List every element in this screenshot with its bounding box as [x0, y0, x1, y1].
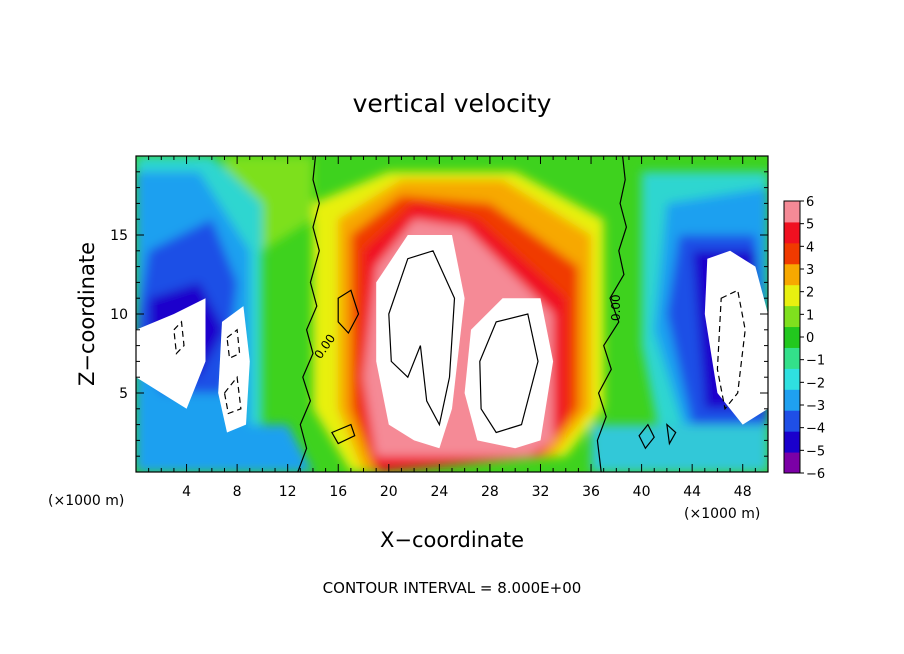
- colorbar-swatch: [784, 305, 800, 328]
- heatmap-field: [136, 156, 768, 472]
- colorbar-tick-label: 5: [806, 218, 814, 233]
- zero-contour-line: [638, 423, 655, 450]
- colorbar-swatch: [784, 368, 800, 390]
- x-tick-label: 8: [233, 484, 242, 500]
- zero-contour-line: [297, 156, 320, 472]
- colorbar-tick-label: −5: [806, 444, 825, 459]
- colorbar-swatch: [784, 201, 800, 223]
- x-tick-label: 12: [279, 484, 297, 500]
- x-tick-label: 32: [532, 484, 550, 500]
- saturated-core: [376, 235, 465, 449]
- x-tick-label: 28: [481, 484, 499, 500]
- colorbar-tick-label: 6: [806, 195, 814, 210]
- colorbar-swatch: [784, 431, 800, 453]
- x-tick-label: 36: [582, 484, 600, 500]
- zero-contour-line: [331, 423, 356, 445]
- x-tick-label: 16: [329, 484, 347, 500]
- colorbar-swatch: [784, 242, 800, 265]
- colorbar-swatch: [784, 326, 800, 348]
- contour-lines: 0.000.00: [173, 156, 746, 472]
- x-tick-label: 24: [430, 484, 448, 500]
- y-axis-label: Z−coordinate: [75, 242, 99, 386]
- saturated-core: [136, 298, 206, 409]
- colorbar-tick-label: 3: [806, 263, 814, 278]
- colorbar-tick-label: 4: [806, 240, 814, 255]
- negative-contour-line: [226, 328, 241, 360]
- x-left-unit: (×1000 m): [48, 493, 124, 509]
- colorbar-swatch: [784, 263, 800, 286]
- saturated-core: [464, 298, 554, 449]
- colorbar-swatch: [784, 410, 800, 432]
- contour-value-label: 0.00: [609, 294, 623, 321]
- saturated-core: [218, 306, 250, 433]
- x-tick-label: 4: [182, 484, 191, 500]
- colorbar-tick-label: −3: [806, 399, 825, 414]
- x-tick-label: 20: [380, 484, 398, 500]
- contour-interval-note: CONTOUR INTERVAL = 8.000E+00: [323, 579, 582, 597]
- colorbar-tick-label: −1: [806, 354, 825, 369]
- negative-contour-line: [716, 289, 746, 411]
- y-tick-label: 10: [110, 307, 128, 323]
- colorbar-tick-label: −4: [806, 422, 825, 437]
- x-axis-label: X−coordinate: [380, 528, 524, 552]
- colorbar-tick-label: 1: [806, 308, 814, 323]
- chart-title: vertical velocity: [353, 89, 552, 118]
- negative-contour-line: [223, 375, 242, 415]
- colorbar-swatch: [784, 284, 800, 307]
- negative-contour-line: [173, 320, 185, 355]
- positive-contour-line: [479, 313, 539, 434]
- x-right-unit: (×1000 m): [684, 506, 760, 522]
- colorbar-swatch: [784, 452, 800, 474]
- field-region: [136, 424, 313, 472]
- field-region: [591, 424, 768, 472]
- positive-contour-line: [388, 250, 456, 427]
- colorbar-swatch: [784, 347, 800, 369]
- colorbar-tick-label: 2: [806, 286, 814, 301]
- x-tick-label: 40: [633, 484, 651, 500]
- y-tick-label: 5: [119, 386, 128, 402]
- colorbar: 6 5 4 3 2 1 0 −1 −2 −3 −4 −5 −6: [783, 195, 825, 482]
- colorbar-tick-label: −6: [806, 467, 825, 482]
- zero-contour-line: [337, 289, 360, 335]
- x-tick-label: 48: [734, 484, 752, 500]
- zero-contour-line: [666, 423, 677, 446]
- saturated-core: [704, 250, 768, 425]
- x-tick-label: 44: [683, 484, 701, 500]
- zero-contour-line: [596, 156, 628, 472]
- colorbar-swatch: [784, 221, 800, 244]
- colorbar-tick-label: 0: [806, 331, 814, 346]
- colorbar-tick-label: −2: [806, 376, 825, 391]
- colorbar-swatch: [784, 389, 800, 411]
- y-tick-label: 15: [110, 228, 128, 244]
